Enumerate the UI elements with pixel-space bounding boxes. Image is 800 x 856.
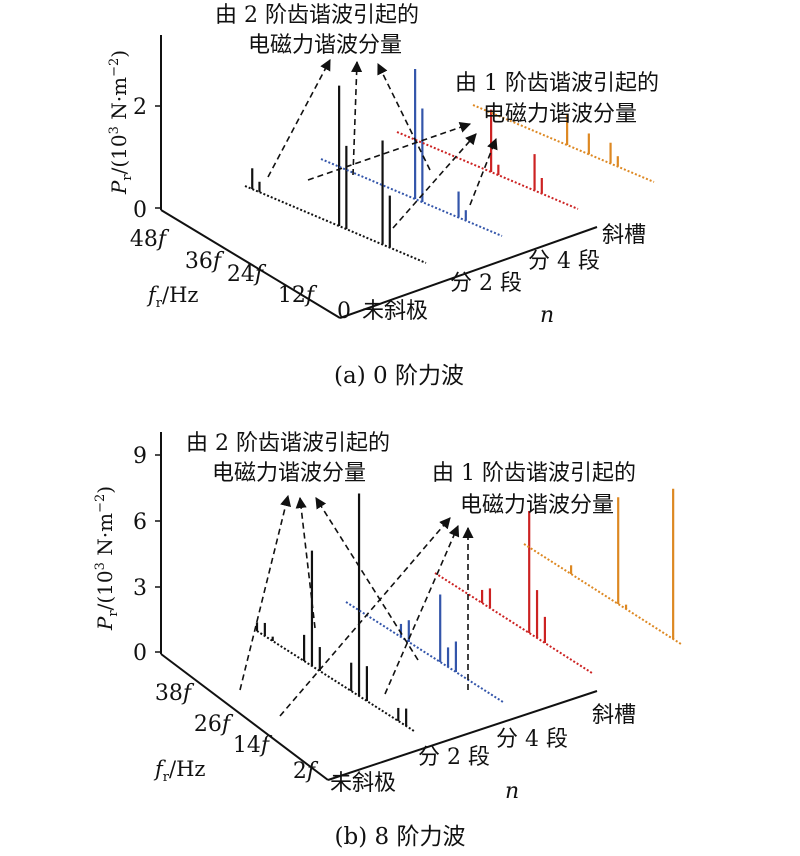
chart-a-caption: (a) 0 阶力波 — [334, 363, 464, 389]
chart-a-z-tick-label: 0 — [133, 198, 147, 223]
chart-b-f-tick-label: 26f — [194, 712, 234, 737]
chart-b-annotation-arrow — [239, 494, 292, 691]
chart-a-f-tick-label: 36f — [185, 249, 225, 274]
chart-b-n-tick-label: 分 4 段 — [496, 727, 568, 752]
chart-a-n-tick-label: 分 4 段 — [528, 249, 600, 274]
chart-b-z-tick-label: 0 — [133, 641, 147, 666]
chart-a-f-axis — [160, 209, 341, 319]
chart-b-annotation: 由 1 阶齿谐波引起的 — [432, 461, 636, 486]
chart-a-y-axis-label: Pr/(103 N·m−2) — [107, 50, 135, 195]
chart-a: 2 0 Pr/(103 N·m−2) 48f 36f 24f 12f 0 fr/… — [107, 3, 659, 389]
chart-a-n-tick-label: 未斜极 — [362, 299, 428, 324]
chart-a-series-baseline — [472, 104, 655, 183]
chart-b-caption: (b) 8 阶力波 — [335, 824, 466, 850]
chart-b-annotation: 电磁力谐波分量 — [460, 493, 614, 518]
svg-text:Pr/(103 N·m−2): Pr/(103 N·m−2) — [107, 50, 135, 195]
chart-b-z-tick-label: 3 — [133, 576, 147, 601]
chart-b-z-tick-label: 6 — [133, 510, 147, 535]
chart-a-annotation: 由 1 阶齿谐波引起的 — [455, 71, 659, 96]
chart-a-annotation-arrow — [307, 122, 472, 181]
chart-a-f-axis-label: fr/Hz — [146, 283, 198, 311]
chart-a-annotation-arrow — [469, 137, 498, 206]
chart-a-f-tick-label: 24f — [227, 262, 267, 287]
chart-b-f-tick-label: 38f — [155, 681, 195, 706]
chart-b-n-tick-label: 斜槽 — [592, 703, 636, 728]
chart-b-annotation-arrow — [295, 496, 316, 629]
chart-a-n-tick-label: 分 2 段 — [450, 271, 522, 296]
chart-b-series-baseline — [434, 572, 593, 674]
svg-text:Pr/(103 N·m−2): Pr/(103 N·m−2) — [93, 486, 121, 631]
chart-a-n-axis-label: n — [540, 303, 554, 328]
chart-b-annotation-arrow — [315, 497, 419, 661]
chart-a-f-tick-label: 12f — [278, 283, 318, 308]
chart-a-annotation: 由 2 阶齿谐波引起的 — [215, 3, 419, 28]
chart-b-f-tick-label: 2f — [293, 759, 319, 784]
chart-b-f-axis — [160, 653, 329, 781]
chart-a-series-layer — [244, 69, 655, 264]
chart-a-n-tick-label: 斜槽 — [602, 223, 646, 248]
chart-b-annotation: 由 2 阶齿谐波引起的 — [186, 431, 390, 456]
chart-a-series-baseline — [244, 185, 427, 264]
chart-b-n-axis — [327, 690, 598, 781]
chart-a-annotation: 电磁力谐波分量 — [483, 102, 637, 127]
chart-b-n-axis-label: n — [505, 779, 519, 804]
chart-b-n-tick-label: 未斜极 — [330, 771, 396, 796]
chart-a-f-tick-label: 48f — [130, 227, 170, 252]
chart-a-annotation: 电磁力谐波分量 — [248, 33, 402, 58]
chart-b-z-tick-label: 9 — [133, 444, 147, 469]
chart-a-series-baseline — [320, 158, 503, 237]
chart-a-annotation-arrow — [267, 59, 331, 178]
chart-b-f-axis-label: fr/Hz — [153, 757, 205, 785]
chart-b-f-tick-label: 14f — [233, 733, 273, 758]
chart-a-annotation-arrow — [392, 133, 477, 229]
chart-b-series-layer — [255, 488, 682, 732]
chart-b-y-axis-label: Pr/(103 N·m−2) — [93, 486, 121, 631]
chart-b-series-baseline — [523, 543, 682, 645]
chart-b-annotation-arrow — [384, 524, 460, 695]
chart-a-n-axis — [339, 226, 598, 319]
chart-b-series-baseline — [256, 630, 415, 732]
chart-a-series-baseline — [396, 131, 579, 210]
chart-b-series-baseline — [345, 601, 504, 703]
chart-a-annotation-arrow — [351, 60, 363, 176]
chart-a-f-tick-label: 0 — [337, 299, 351, 324]
chart-b-annotation-arrow — [279, 517, 451, 717]
chart-b-annotation: 电磁力谐波分量 — [212, 461, 366, 486]
chart-b: 9 6 3 0 Pr/(103 N·m−2) 38f 26f 14f 2f fr… — [93, 431, 682, 850]
chart-b-n-tick-label: 分 2 段 — [418, 745, 490, 770]
chart-a-z-tick-label: 2 — [133, 95, 147, 120]
